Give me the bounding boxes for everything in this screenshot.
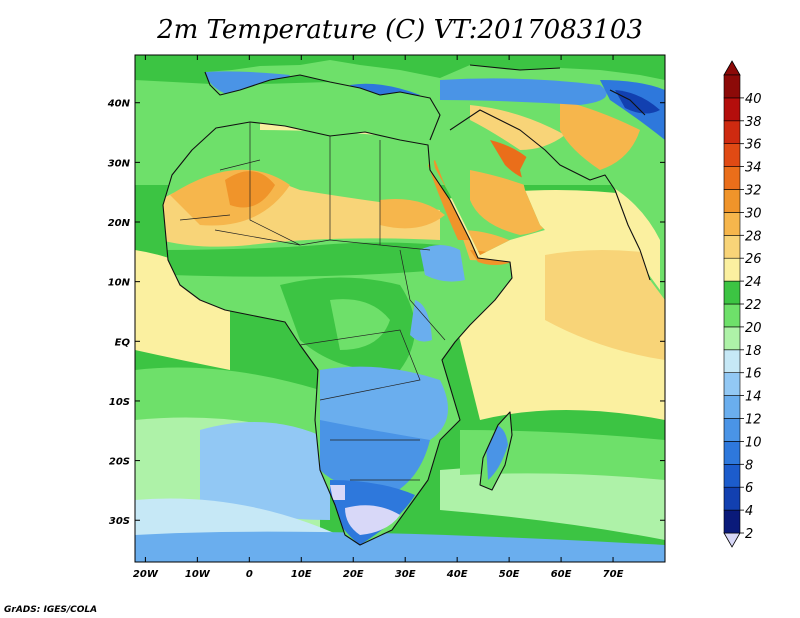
colorbar-label: 40: [745, 92, 762, 107]
colorbar-swatch: [723, 326, 741, 351]
colorbar-swatch: [723, 166, 741, 190]
colorbar-label: 30: [745, 206, 762, 221]
plot-frame: [134, 54, 666, 563]
x-tick-label: 50E: [499, 569, 520, 580]
colorbar-swatch: [723, 349, 741, 373]
x-tick-label: 70E: [603, 569, 624, 580]
colorbar-label: 36: [745, 138, 762, 153]
colorbar-label: 34: [745, 161, 762, 176]
colorbar-swatch: [723, 189, 741, 213]
colorbar-label: 38: [745, 115, 762, 130]
colorbar-label: 28: [745, 229, 762, 244]
colorbar-swatch: [723, 212, 741, 236]
colorbar-swatch: [723, 509, 741, 534]
x-tick-label: 60E: [551, 569, 572, 580]
colorbar-label: 16: [745, 367, 762, 382]
colorbar-swatch: [723, 441, 741, 465]
colorbar-label: 22: [745, 298, 762, 313]
colorbar-swatch: [723, 74, 741, 99]
map-title: 2m Temperature (C) VT:2017083103: [156, 15, 643, 45]
colorbar-label: 6: [745, 481, 753, 496]
y-tick-label: 10S: [109, 397, 130, 408]
y-tick-label: EQ: [115, 337, 131, 348]
colorbar-swatch: [723, 280, 741, 305]
colorbar-label: 12: [745, 413, 762, 428]
colorbar-swatch: [723, 486, 741, 511]
colorbar-swatch: [723, 372, 741, 396]
colorbar-label: 2: [745, 527, 753, 542]
colorbar-label: 26: [745, 252, 762, 267]
colorbar-swatch: [723, 257, 741, 282]
y-tick-label: 20S: [109, 457, 130, 468]
colorbar-swatch: [723, 235, 741, 259]
colorbar-swatch: [723, 120, 741, 145]
y-tick-label: 10N: [108, 278, 131, 289]
colorbar-bottom-arrow: [723, 532, 741, 548]
colorbar-label: 24: [745, 275, 762, 290]
latitude-axis: 40N 30N 20N 10N EQ 10S 20S 30S: [107, 99, 665, 527]
colorbar-label: 4: [745, 504, 753, 519]
colorbar-top-arrow: [723, 60, 741, 76]
colorbar-label: 18: [745, 344, 762, 359]
x-tick-label: 40E: [446, 569, 468, 580]
colorbar-label: 8: [745, 458, 753, 473]
colorbar-swatch: [723, 395, 741, 419]
colorbar-label: 32: [745, 184, 762, 199]
x-tick-label: 10E: [291, 569, 312, 580]
x-tick-label: 20E: [343, 569, 364, 580]
colorbar-swatch: [723, 97, 741, 122]
colorbar-label: 10: [745, 435, 762, 450]
y-tick-label: 20N: [108, 218, 131, 229]
colorbar-label: 14: [745, 390, 762, 405]
x-tick-label: 20W: [133, 569, 159, 580]
colorbar-swatch: [723, 303, 741, 328]
y-tick-label: 40N: [107, 99, 131, 110]
longitude-axis: 20W 10W 0 10E 20E 30E 40E 50E 60E 70E: [133, 55, 624, 580]
colorbar-swatch: [723, 418, 741, 442]
grads-credit: GrADS: IGES/COLA: [4, 605, 97, 615]
x-tick-label: 0: [246, 569, 253, 580]
x-tick-label: 30E: [395, 569, 416, 580]
colorbar-swatch: [723, 143, 741, 167]
y-tick-label: 30S: [109, 516, 130, 527]
x-tick-label: 10W: [185, 569, 211, 580]
colorbar-label: 20: [745, 321, 762, 336]
colorbar-swatch: [723, 463, 741, 488]
temperature-field: [135, 55, 665, 562]
y-tick-label: 30N: [108, 158, 131, 169]
